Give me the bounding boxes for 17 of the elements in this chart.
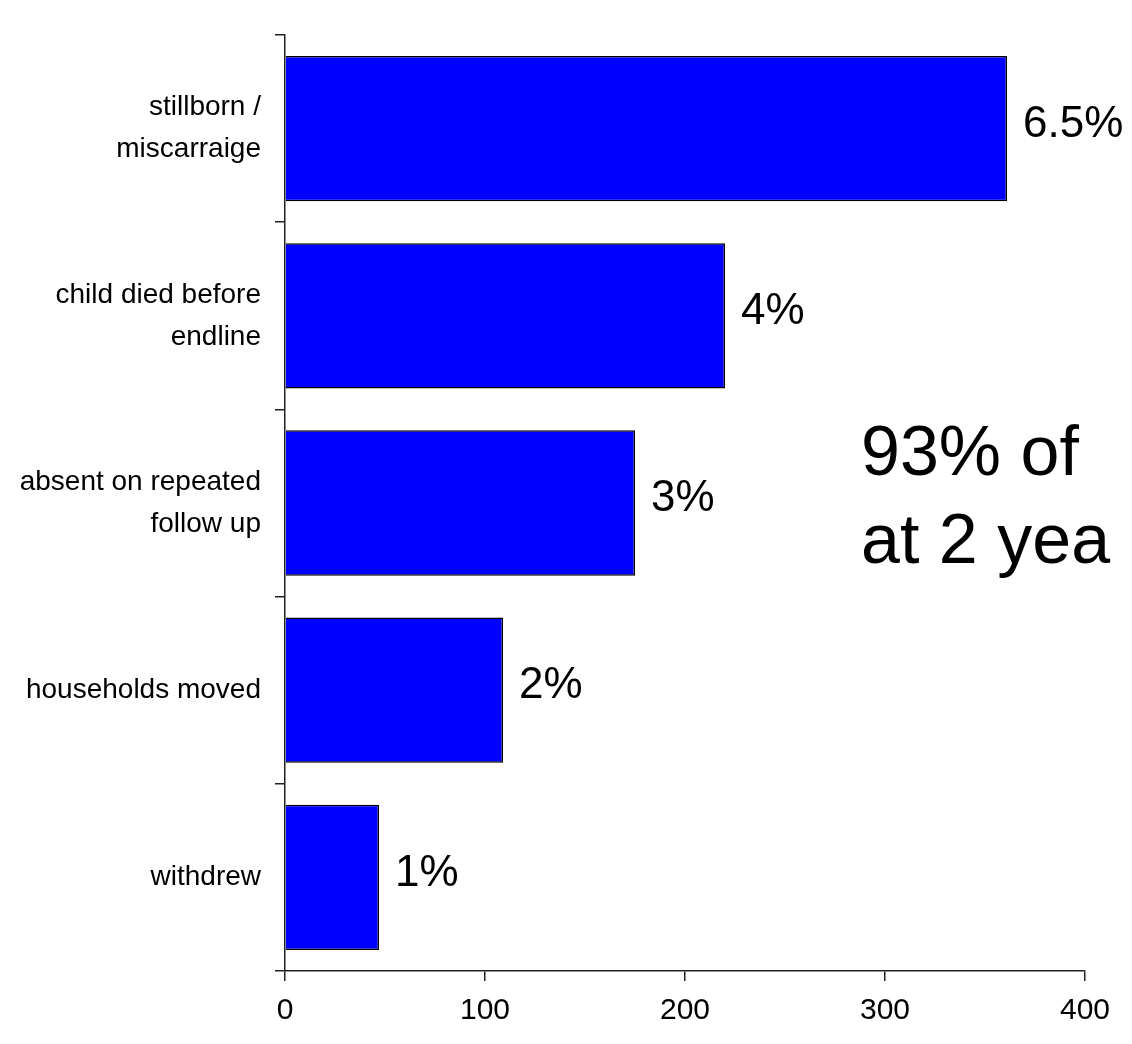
y-tick-label: child died before endline: [55, 277, 261, 351]
x-tick-label: 200: [659, 992, 711, 1026]
annotation: 1%: [395, 845, 459, 895]
y-tick-label: households moved: [25, 672, 261, 704]
annotation: 93% of: [861, 411, 1080, 490]
y-tick-label: stillborn / miscarraige: [116, 90, 262, 164]
annotation: 3%: [651, 471, 715, 521]
y-tick-label: withdrew: [149, 860, 262, 892]
annotation: 2%: [519, 658, 583, 708]
x-tick-label: 300: [859, 992, 911, 1026]
x-tick-label: 0: [276, 992, 294, 1026]
annotation: at 2 yea: [861, 499, 1111, 578]
x-tick-label: 400: [1059, 992, 1111, 1026]
y-tick-label: absent on repeated follow up: [19, 464, 261, 538]
annotation: 6.5%: [1023, 96, 1124, 146]
annotation: 4%: [741, 283, 805, 333]
x-tick-label: 100: [459, 992, 511, 1026]
